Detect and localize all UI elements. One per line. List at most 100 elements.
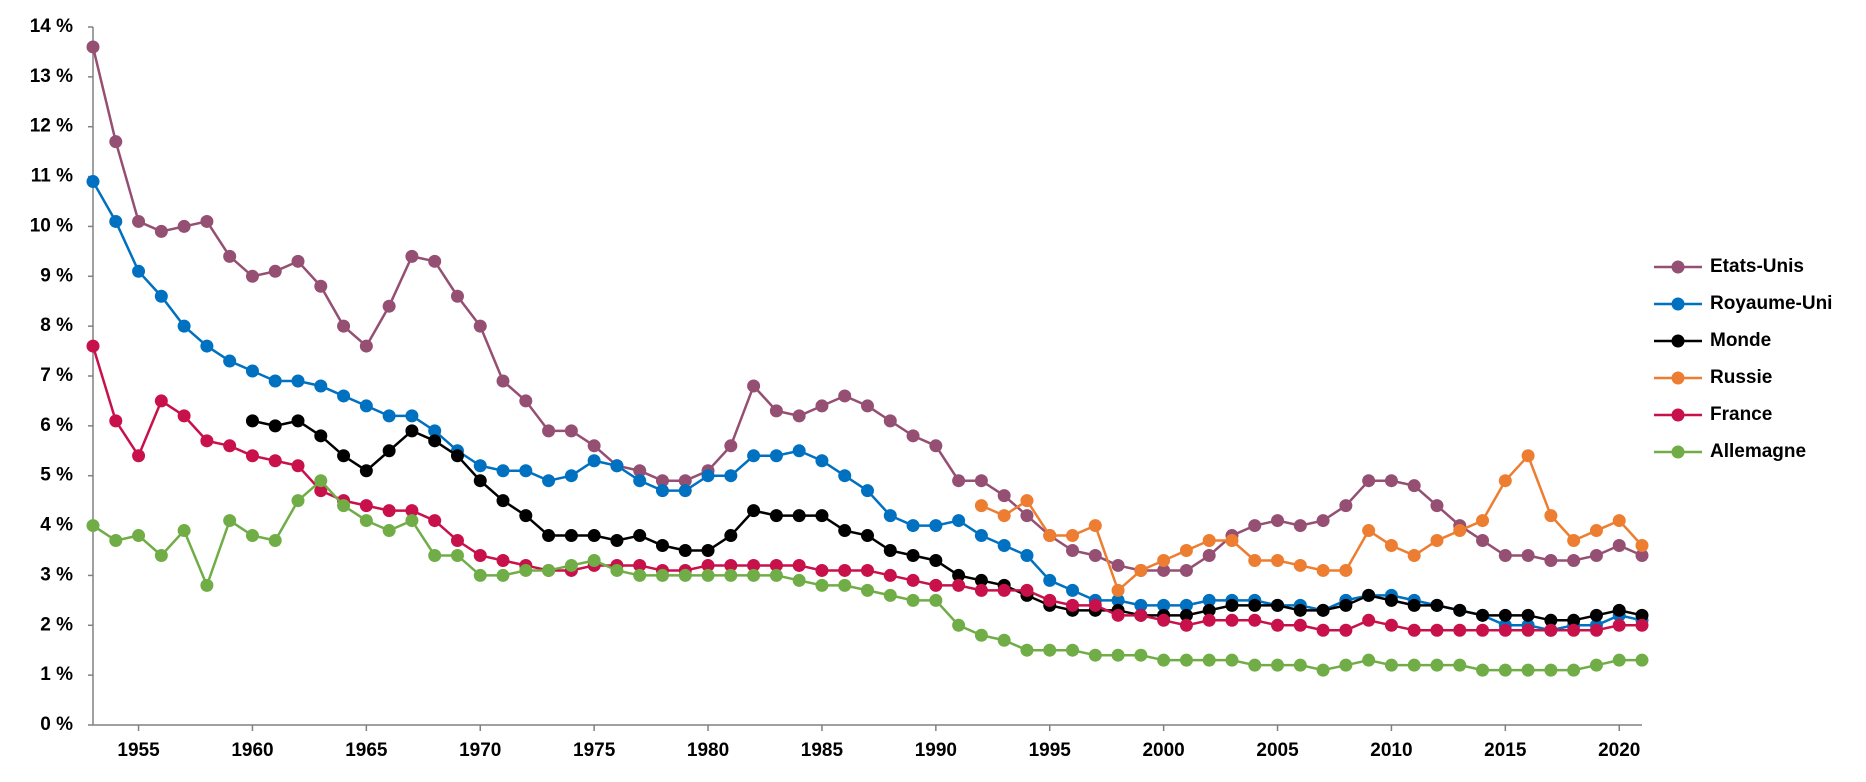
data-point (382, 444, 396, 458)
data-point (1362, 474, 1376, 488)
data-point (815, 563, 829, 577)
data-point (1225, 613, 1239, 627)
data-point (974, 474, 988, 488)
data-point (405, 504, 419, 518)
data-point (1134, 598, 1148, 612)
data-point (291, 254, 305, 268)
data-point (109, 214, 123, 228)
data-point (1020, 643, 1034, 657)
data-point (177, 524, 191, 538)
data-point (268, 264, 282, 278)
data-point (132, 449, 146, 463)
data-point (1544, 623, 1558, 637)
data-point (1362, 588, 1376, 602)
data-point (1066, 583, 1080, 597)
data-point (291, 374, 305, 388)
data-point (1066, 643, 1080, 657)
data-point (1293, 603, 1307, 617)
data-point (769, 509, 783, 523)
data-point (1248, 553, 1262, 567)
data-point (200, 339, 214, 353)
legend-marker (1671, 445, 1685, 459)
series (86, 474, 1649, 677)
data-point (1589, 658, 1603, 672)
data-point (587, 529, 601, 543)
data-point (450, 449, 464, 463)
data-point (337, 499, 351, 513)
data-point (1020, 548, 1034, 562)
data-point (428, 434, 442, 448)
data-point (1293, 519, 1307, 533)
data-point (792, 558, 806, 572)
data-point (519, 394, 533, 408)
data-point (405, 424, 419, 438)
data-point (496, 568, 510, 582)
data-point (1521, 608, 1535, 622)
data-point (1271, 658, 1285, 672)
data-point (1453, 623, 1467, 637)
data-point (815, 509, 829, 523)
data-point (1157, 613, 1171, 627)
y-tick-label: 13 % (30, 66, 73, 87)
data-point (861, 583, 874, 597)
data-point (1111, 593, 1125, 607)
data-point (405, 514, 419, 528)
data-point (1635, 548, 1649, 562)
data-point (496, 494, 510, 508)
data-point (997, 583, 1011, 597)
data-point (291, 459, 305, 473)
data-point (747, 449, 761, 463)
data-point (519, 464, 533, 478)
x-tick-label: 2015 (1484, 740, 1527, 761)
data-point (1544, 509, 1558, 523)
data-point (610, 563, 624, 577)
data-point (1066, 598, 1080, 612)
data-point (997, 633, 1011, 647)
data-point (1544, 663, 1558, 677)
data-point (724, 439, 738, 453)
data-point (1202, 534, 1216, 548)
data-point (564, 529, 578, 543)
data-point (952, 474, 966, 488)
data-point (382, 504, 396, 518)
data-point (1567, 663, 1581, 677)
data-point (1339, 598, 1353, 612)
data-point (1202, 613, 1216, 627)
data-point (1453, 658, 1467, 672)
data-point (1521, 623, 1535, 637)
data-point (519, 563, 533, 577)
data-point (997, 489, 1011, 503)
data-point (1271, 553, 1285, 567)
data-point (245, 269, 259, 283)
x-tick-label: 1960 (231, 740, 273, 761)
data-point (815, 399, 829, 413)
data-point (1384, 618, 1398, 632)
data-point (747, 558, 761, 572)
data-point (1088, 648, 1102, 662)
data-point (838, 469, 852, 483)
data-point (610, 459, 624, 473)
data-point (952, 568, 966, 582)
data-point (1271, 618, 1285, 632)
data-point (245, 529, 259, 543)
data-point (223, 354, 237, 368)
data-point (359, 399, 373, 413)
data-point (1293, 558, 1307, 572)
data-point (86, 519, 100, 533)
data-point (906, 573, 920, 587)
x-tick-label: 2000 (1142, 740, 1184, 761)
data-point (359, 514, 373, 528)
data-point (382, 409, 396, 423)
legend-marker (1671, 371, 1685, 385)
data-point (200, 214, 214, 228)
data-point (655, 539, 669, 553)
data-point (1544, 553, 1558, 567)
data-point (769, 568, 783, 582)
data-point (223, 439, 237, 453)
data-point (1339, 623, 1353, 637)
data-point (701, 544, 715, 557)
data-point (952, 514, 966, 528)
data-point (177, 409, 191, 423)
data-point (1567, 534, 1581, 548)
data-point (1476, 514, 1490, 528)
